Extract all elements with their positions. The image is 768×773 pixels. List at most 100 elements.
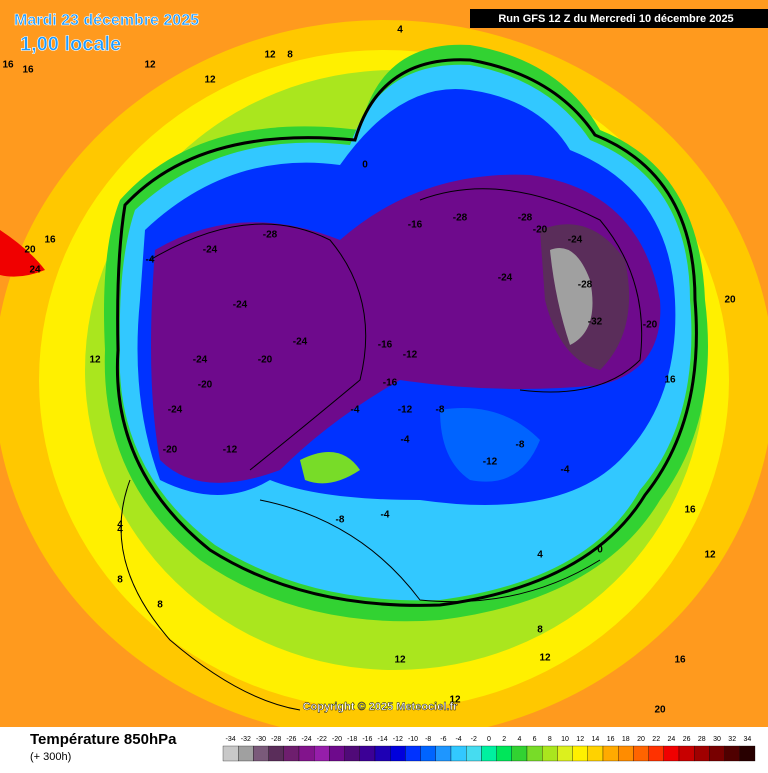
legend-swatch bbox=[329, 745, 345, 762]
contour-label: 20 bbox=[654, 705, 666, 716]
legend-tick-label: 30 bbox=[713, 736, 721, 743]
contour-label: -16 bbox=[383, 378, 398, 389]
contour-label: 8 bbox=[117, 575, 123, 586]
legend-tick-label: 18 bbox=[622, 736, 630, 743]
legend-tick-label: 2 bbox=[502, 736, 506, 743]
legend-tick-label: 16 bbox=[607, 736, 615, 743]
legend-tick-label: 10 bbox=[561, 736, 569, 743]
legend-title: Température 850hPa bbox=[30, 731, 177, 748]
contour-label: -24 bbox=[233, 300, 248, 311]
legend-swatch bbox=[633, 745, 649, 762]
legend-swatch bbox=[496, 745, 512, 762]
legend-tick-label: -26 bbox=[286, 736, 296, 743]
contour-label: 16 bbox=[664, 375, 676, 386]
contour-label: 20 bbox=[24, 245, 36, 256]
legend-tick-label: 32 bbox=[728, 736, 736, 743]
contour-label: 8 bbox=[537, 625, 543, 636]
contour-label: -12 bbox=[223, 445, 238, 456]
legend-swatch bbox=[587, 745, 604, 762]
contour-label: -12 bbox=[398, 405, 413, 416]
contour-label: -24 bbox=[203, 245, 218, 256]
legend-swatch bbox=[618, 745, 634, 762]
legend-tick-label: -28 bbox=[271, 736, 281, 743]
continent-outlines bbox=[120, 188, 643, 711]
legend-swatch bbox=[450, 745, 467, 762]
legend-tick-label: 24 bbox=[668, 736, 676, 743]
legend-swatch bbox=[359, 745, 376, 762]
legend-swatch bbox=[344, 745, 360, 762]
legend-swatch bbox=[511, 745, 528, 762]
legend-swatch bbox=[314, 745, 330, 762]
contour-label: -8 bbox=[336, 515, 345, 526]
legend-tick-label: -34 bbox=[226, 736, 236, 743]
legend-swatch bbox=[663, 745, 680, 762]
legend-swatch bbox=[526, 745, 543, 762]
contour-label: -24 bbox=[193, 355, 208, 366]
contour-label: -24 bbox=[168, 405, 183, 416]
legend-tick-label: 28 bbox=[698, 736, 706, 743]
contour-label: -4 bbox=[146, 255, 155, 266]
contour-label: 12 bbox=[704, 550, 716, 561]
legend-tick-label: -4 bbox=[455, 736, 461, 743]
contour-label: 8 bbox=[157, 600, 163, 611]
local-time: 1,00 locale bbox=[20, 33, 121, 55]
color-scale: -34 -32 -30 -28 -26 -24 -22 -20 -18 -16 -14 -12 -10-… bbox=[222, 736, 756, 762]
legend-swatch bbox=[542, 745, 558, 762]
legend-swatch bbox=[222, 745, 239, 762]
contour-label: -20 bbox=[258, 355, 273, 366]
contour-label: 20 bbox=[724, 295, 736, 306]
contour-labels: 16 16 12 12 12 8 4 20 24 16 12 8 4 -4 -12 -24 -24 -28 -24 -… bbox=[2, 25, 736, 716]
legend-tick-label: 14 bbox=[592, 736, 600, 743]
legend-swatch bbox=[739, 745, 756, 762]
legend-tick-label: 22 bbox=[652, 736, 660, 743]
forecast-date: Mardi 23 décembre 2025 bbox=[14, 12, 199, 29]
contour-label: -8 bbox=[516, 440, 525, 451]
contour-label: 12 bbox=[89, 355, 101, 366]
legend-swatch bbox=[466, 745, 482, 762]
legend-tick-label: -30 bbox=[256, 736, 266, 743]
contour-label: -24 bbox=[568, 235, 583, 246]
legend-swatch bbox=[405, 745, 421, 762]
run-info: Run GFS 12 Z du Mercredi 10 décembre 202… bbox=[498, 13, 733, 25]
legend-tick-label: -16 bbox=[362, 736, 372, 743]
contour-label: -20 bbox=[643, 320, 658, 331]
contour-label: -4 bbox=[381, 510, 390, 521]
legend-tick-label: -32 bbox=[241, 736, 251, 743]
contour-label: 4 bbox=[397, 25, 403, 36]
legend-swatch bbox=[602, 745, 619, 762]
legend-tick-label: -14 bbox=[378, 736, 388, 743]
contour-label: -4 bbox=[561, 465, 570, 476]
contour-label: 12 bbox=[264, 50, 276, 61]
legend-tick-label: 26 bbox=[683, 736, 691, 743]
contour-label: -20 bbox=[533, 225, 548, 236]
contour-label: -4 bbox=[351, 405, 360, 416]
legend-tick-label: -12 bbox=[393, 736, 403, 743]
contour-label: -24 bbox=[498, 273, 513, 284]
temperature-field bbox=[0, 0, 768, 740]
contour-label: 24 bbox=[29, 265, 41, 276]
contour-label: 4 bbox=[117, 520, 123, 531]
run-banner bbox=[470, 9, 768, 28]
contour-label: -20 bbox=[198, 380, 213, 391]
legend-swatch bbox=[283, 745, 300, 762]
contour-label: -28 bbox=[518, 213, 533, 224]
legend-swatch bbox=[268, 745, 284, 762]
legend-swatch bbox=[678, 745, 695, 762]
legend-swatch bbox=[481, 745, 497, 762]
contour-label: 16 bbox=[684, 505, 696, 516]
contour-label: 12 bbox=[539, 653, 551, 664]
copyright: Copyright © 2025 Meteociel.fr bbox=[303, 701, 459, 713]
contour-label: -28 bbox=[263, 230, 278, 241]
legend-swatch bbox=[435, 745, 452, 762]
legend-tick-label: 6 bbox=[533, 736, 537, 743]
legend-tick-label: -6 bbox=[440, 736, 446, 743]
legend-tick-label: -24 bbox=[302, 736, 312, 743]
contour-label: 16 bbox=[22, 65, 34, 76]
legend-swatch bbox=[648, 745, 664, 762]
legend-swatch bbox=[238, 745, 254, 762]
contour-label: 16 bbox=[674, 655, 686, 666]
legend-tick-label: -10 bbox=[408, 736, 418, 743]
contour-label: 4 bbox=[537, 550, 543, 561]
contour-label: -20 bbox=[163, 445, 178, 456]
legend-tick-label: -18 bbox=[347, 736, 357, 743]
